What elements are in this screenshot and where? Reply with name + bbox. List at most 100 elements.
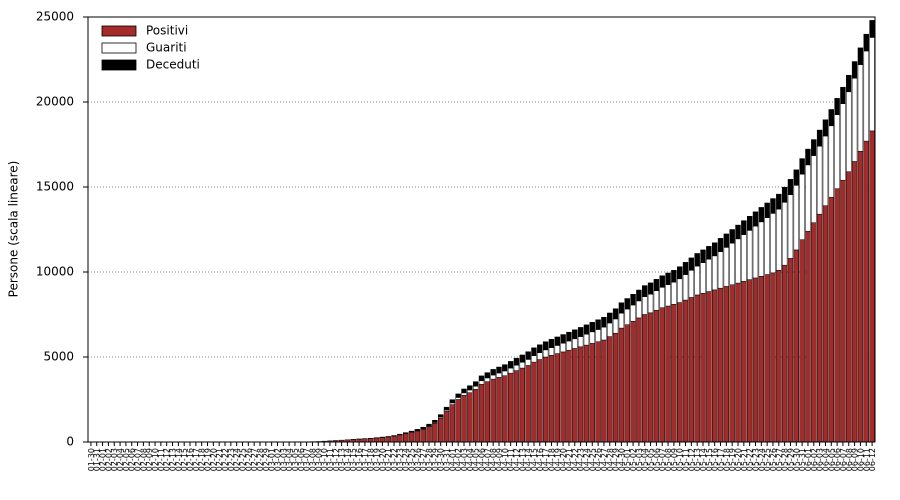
bar-segment [752, 211, 759, 227]
bar-segment [746, 215, 753, 231]
bar-segment [624, 308, 630, 325]
bar-segment [490, 369, 496, 376]
bar-segment [706, 246, 712, 260]
bar-segment [455, 399, 461, 443]
bar-segment [735, 282, 741, 443]
x-tick-label: 05-25 [763, 448, 772, 471]
bar-segment [688, 270, 695, 298]
bar-segment [461, 395, 467, 443]
bar-segment [385, 436, 391, 443]
bar-segment [758, 207, 765, 223]
bar-segment [525, 365, 531, 443]
bar-segment [583, 344, 590, 443]
x-tick-label: 03-08 [308, 448, 317, 471]
bar-segment [682, 274, 689, 301]
bar-segment [729, 229, 735, 244]
bar-segment [391, 435, 397, 437]
bar-segment [636, 289, 642, 302]
x-tick-label: 04-11 [507, 448, 516, 471]
bar-segment [717, 251, 724, 289]
x-tick-label: 06-04 [821, 448, 830, 471]
x-tick-label: 03-05 [291, 448, 300, 471]
bar-segment [781, 202, 788, 266]
bar-segment [502, 375, 508, 443]
bar-segment [618, 302, 625, 314]
x-tick-label: 02-07 [134, 448, 143, 471]
bar-segment [519, 354, 526, 363]
bar-segment [601, 326, 607, 341]
bar-segment [834, 98, 840, 116]
bar-segment [595, 319, 601, 330]
bar-segment [694, 265, 700, 296]
bar-segment [455, 393, 461, 398]
x-tick-label: 04-05 [472, 448, 481, 471]
x-tick-label: 04-26 [594, 448, 603, 471]
x-tick-label: 03-10 [320, 448, 329, 471]
bar-segment [688, 257, 695, 271]
x-tick-label: 02-12 [163, 448, 172, 471]
y-tick-label: 5000 [43, 350, 74, 364]
bar-segment [688, 297, 695, 443]
x-tick-label: 03-11 [326, 448, 335, 471]
bar-segment [531, 355, 537, 363]
bar-segment [781, 186, 788, 203]
bar-segment [863, 50, 869, 142]
bar-segment [484, 381, 491, 443]
bar-segment [525, 359, 531, 366]
bar-segment [566, 331, 572, 342]
x-tick-label: 04-27 [600, 448, 609, 471]
x-tick-label: 04-24 [582, 448, 591, 471]
bar-segment [589, 343, 595, 443]
bar-segment [589, 331, 595, 344]
bar-segment [566, 340, 572, 351]
x-tick-label: 06-12 [868, 448, 877, 471]
bar-segment [811, 139, 817, 156]
x-tick-label: 02-28 [256, 448, 265, 471]
x-tick-label: 05-31 [798, 448, 807, 471]
bar-segment [793, 249, 799, 443]
bar-segment [647, 282, 654, 295]
bar-segment [607, 336, 613, 443]
bar-segment [607, 322, 613, 337]
x-tick-label: 04-06 [478, 448, 487, 471]
bar-segment [467, 385, 473, 391]
x-tick-label: 05-07 [658, 448, 667, 471]
bar-segment [577, 327, 584, 337]
bar-segment [554, 345, 560, 354]
bar-segment [432, 423, 438, 443]
y-tick-label: 0 [66, 435, 74, 449]
bar-segment [496, 366, 502, 374]
x-tick-label: 03-16 [355, 448, 364, 471]
bar-segment [472, 381, 479, 387]
bar-segment [787, 194, 794, 259]
x-tick-label: 02-15 [180, 448, 189, 471]
bar-segment [618, 327, 625, 443]
x-tick-label: 04-23 [577, 448, 586, 471]
bar-segment [560, 334, 566, 344]
bar-segment [776, 208, 782, 271]
bar-segment [752, 277, 759, 443]
bar-segment [467, 389, 473, 393]
bar-segment [414, 429, 421, 431]
bar-segment [799, 158, 805, 175]
bar-segment [484, 372, 491, 379]
bar-segment [426, 426, 432, 443]
bar-segment [811, 155, 817, 223]
x-tick-label: 02-26 [244, 448, 253, 471]
bar-segment [507, 361, 514, 369]
legend-swatch [101, 42, 137, 54]
bar-segment [537, 352, 543, 360]
x-tick-label: 02-20 [209, 448, 218, 471]
x-tick-label: 05-28 [781, 448, 790, 471]
bar-segment [694, 253, 700, 267]
x-tick-label: 04-22 [571, 448, 580, 471]
x-tick-label: 03-03 [279, 448, 288, 471]
bar-segment [507, 372, 514, 443]
x-tick-label: 02-09 [145, 448, 154, 471]
bar-segment [449, 402, 456, 405]
bar-segment [554, 353, 560, 443]
bar-segment [560, 351, 566, 443]
bar-segment [729, 284, 735, 443]
bar-segment [595, 329, 601, 342]
x-tick-label: 05-14 [699, 448, 708, 471]
